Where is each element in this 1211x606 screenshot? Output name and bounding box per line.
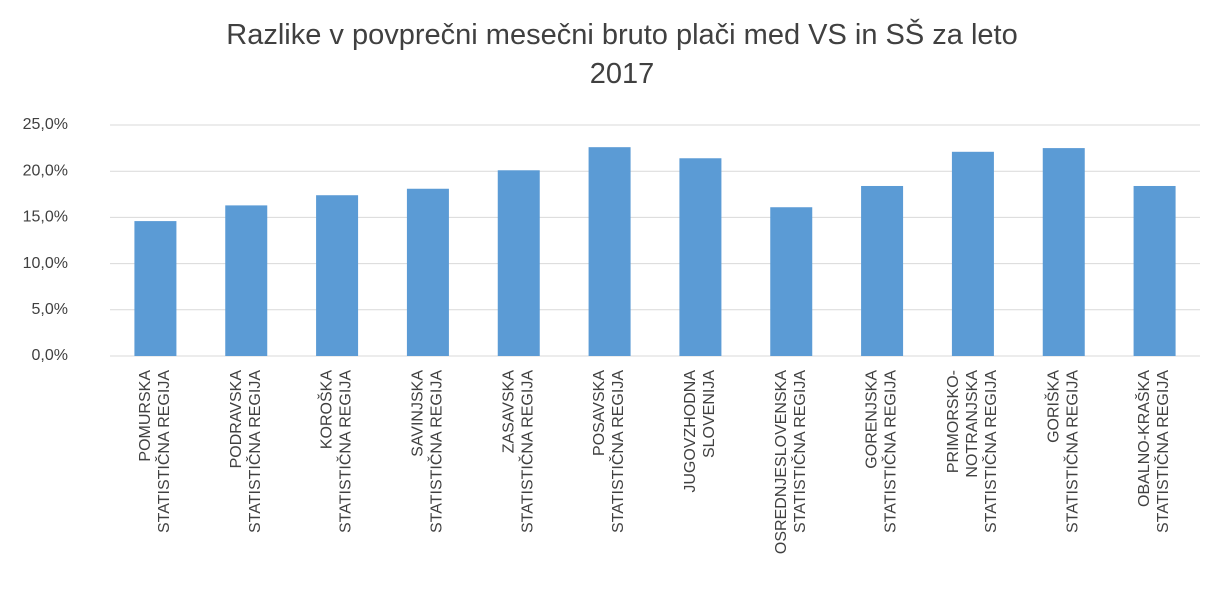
bar [134, 221, 177, 356]
y-tick-label: 5,0% [32, 301, 68, 318]
x-tick-label: GORENJSKA STATISTIČNA REGIJA [864, 370, 900, 533]
y-tick-label: 25,0% [23, 116, 68, 133]
bar [316, 195, 359, 356]
bar [951, 151, 994, 356]
bar [406, 188, 449, 356]
bar [497, 170, 540, 356]
x-tick-label: ZASAVSKA STATISTIČNA REGIJA [500, 370, 536, 533]
chart-title: Razlike v povprečni mesečni bruto plači … [226, 17, 1017, 90]
y-tick-label: 15,0% [23, 209, 68, 226]
x-tick-label: GORIŠKA STATISTIČNA REGIJA [1043, 370, 1081, 533]
x-tick-label: OSREDNJESLOVENSKA STATISTIČNA REGIJA [773, 370, 809, 554]
y-tick-label: 10,0% [23, 255, 68, 272]
bar [1133, 185, 1176, 356]
x-tick-label: SAVINJSKA STATISTIČNA REGIJA [410, 370, 446, 533]
x-tick-label: KOROŠKA STATISTIČNA REGIJA [317, 370, 355, 533]
x-tick-label: PRIMORSKO- NOTRANJSKA STATISTIČNA REGIJA [945, 370, 1000, 533]
bar [1042, 148, 1085, 356]
bar [861, 185, 904, 356]
y-tick-label: 0,0% [32, 347, 68, 364]
bar [679, 158, 722, 356]
bar [225, 205, 268, 356]
x-tick-label: POMURSKA STATISTIČNA REGIJA [137, 370, 173, 533]
x-tick-label: JUGOVZHODNA SLOVENIJA [682, 370, 718, 493]
bar [770, 207, 813, 356]
bar [588, 147, 631, 356]
x-tick-label: PODRAVSKA STATISTIČNA REGIJA [228, 370, 264, 533]
y-tick-label: 20,0% [23, 162, 68, 179]
x-tick-label: OBALNO-KRAŠKA STATISTIČNA REGIJA [1134, 370, 1172, 533]
x-tick-label: POSAVSKA STATISTIČNA REGIJA [591, 370, 627, 533]
